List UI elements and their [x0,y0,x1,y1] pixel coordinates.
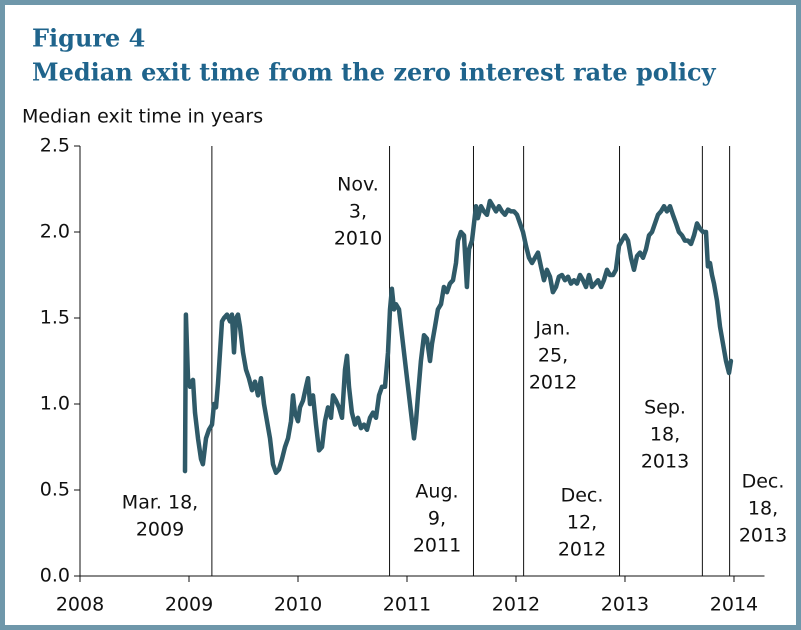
event-label: Jan. [534,318,570,340]
line-series [182,198,734,476]
y-tick-label: 1.0 [40,393,70,415]
event-label: 25, [538,345,568,367]
event-label: 9, [428,508,446,530]
x-tick-label: 2009 [165,594,213,616]
chart-title: Figure 4 [32,24,145,53]
event-label: Dec. [742,471,785,493]
event-label: Mar. 18, [122,492,198,514]
y-tick-label: 1.5 [40,307,70,329]
event-label: 18, [748,498,778,520]
event-label: 2013 [641,451,689,473]
y-tick-label: 2.0 [40,221,70,243]
event-label: 2011 [413,535,461,557]
event-label: 2012 [558,539,606,561]
event-label: 3, [349,201,367,223]
chart-subtitle: Median exit time from the zero interest … [32,58,717,87]
event-label: 2013 [739,525,787,547]
event-label: 2012 [529,372,577,394]
y-axis-label: Median exit time in years [22,106,263,128]
y-tick-label: 2.5 [40,135,70,157]
x-tick-label: 2008 [56,594,104,616]
event-label: Sep. [644,397,686,419]
event-label: 2009 [136,519,184,541]
event-label: 12, [567,512,597,534]
x-tick-label: 2013 [601,594,649,616]
event-label: 2010 [334,228,382,250]
x-tick-label: 2011 [383,594,431,616]
x-tick-label: 2012 [492,594,540,616]
y-tick-label: 0.5 [40,479,70,501]
event-label: Dec. [561,485,604,507]
x-tick-label: 2010 [274,594,322,616]
event-label: Aug. [415,481,458,503]
x-tick-label: 2014 [710,594,758,616]
event-label: Nov. [337,174,379,196]
event-label: 18, [650,424,680,446]
y-tick-label: 0.0 [40,565,70,587]
